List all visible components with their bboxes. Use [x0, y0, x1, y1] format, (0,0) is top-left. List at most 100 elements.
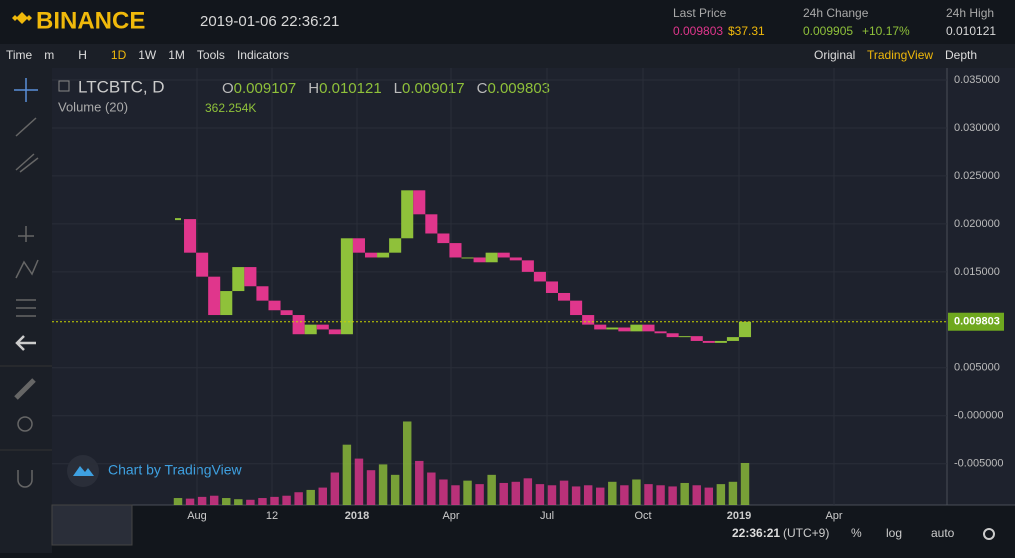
fib-icon[interactable]	[16, 299, 36, 317]
volume-bar	[258, 498, 267, 505]
candle	[738, 321, 752, 338]
ohlc-value: 0.009803	[487, 80, 550, 97]
auto-button[interactable]: auto	[931, 526, 955, 540]
x-tick-label: 2018	[345, 510, 369, 522]
ohlc-key: O	[222, 80, 234, 97]
y-tick-label: 0.035000	[954, 74, 1000, 86]
toolbar-items: Time m H 1D 1W 1M Tools Indicators Original Tradi…	[6, 48, 977, 62]
volume-bar	[523, 478, 533, 505]
magnet-icon[interactable]	[17, 470, 33, 488]
toolbar-button[interactable]: m	[44, 48, 54, 62]
volume-bar	[632, 479, 641, 505]
candle	[654, 331, 667, 334]
y-tick-label: 0.025000	[954, 170, 1000, 182]
toolbar-button[interactable]: TradingView	[867, 48, 933, 62]
toolbar-button[interactable]: Tools	[197, 48, 225, 62]
ohlc-key: C	[477, 80, 488, 97]
candle	[304, 324, 317, 335]
toolbar-button[interactable]: Depth	[945, 48, 977, 62]
candle	[594, 324, 607, 330]
back-icon[interactable]	[15, 335, 36, 351]
volume-bar	[680, 482, 689, 505]
toolbar-button[interactable]: Time	[6, 48, 33, 62]
pct-button[interactable]: %	[851, 526, 862, 540]
candle	[280, 310, 293, 316]
candle	[268, 300, 281, 311]
volume-bar	[270, 496, 279, 505]
volume-bar	[318, 487, 327, 505]
volume-label: Volume (20)	[58, 99, 128, 114]
volume-bar	[234, 499, 243, 505]
line-icon[interactable]	[15, 117, 37, 137]
toolbar-button[interactable]: Original	[814, 48, 855, 62]
tool-icons	[14, 78, 39, 488]
zoom-icon[interactable]	[17, 416, 33, 432]
volume-bar	[185, 498, 195, 505]
crosshair-icon[interactable]	[14, 78, 38, 102]
y-tick-label: -0.005000	[954, 458, 1004, 470]
ohlc-value: 0.010121	[319, 80, 382, 97]
watermark[interactable]: Chart by TradingView	[108, 462, 242, 478]
change-pct: +10.17%	[862, 24, 910, 38]
volume-bar	[668, 486, 677, 505]
candle	[570, 300, 583, 316]
candle	[449, 243, 462, 258]
y-tick-label: 0.005000	[954, 362, 1000, 374]
toolbar-button[interactable]: 1W	[138, 48, 157, 62]
status-time: 22:36:21	[732, 526, 780, 540]
volume-bar	[439, 479, 448, 505]
volume-bar	[463, 480, 472, 505]
volume-bar	[427, 472, 436, 505]
ohlc-value: 0.009107	[234, 80, 297, 97]
last-price: 0.009803	[673, 24, 723, 38]
volume-bar	[608, 481, 617, 505]
candle	[352, 238, 365, 253]
label: 24h High	[946, 6, 994, 20]
ruler-icon[interactable]	[14, 378, 36, 400]
candle	[425, 214, 438, 234]
ohlc-key: H	[308, 80, 319, 97]
candle	[558, 292, 571, 301]
ohlc-value: 0.009017	[402, 80, 465, 97]
log-button[interactable]: log	[886, 526, 902, 540]
pattern-icon[interactable]	[15, 259, 39, 279]
volume-bar	[704, 487, 714, 505]
candle	[545, 281, 559, 293]
volume-bar	[173, 498, 183, 505]
candle	[582, 315, 595, 325]
candle	[666, 333, 679, 338]
volume-bar	[366, 470, 376, 505]
volume-bar	[511, 481, 521, 505]
text-icon[interactable]	[18, 226, 34, 242]
volume-bar	[547, 485, 557, 505]
logo	[26, 15, 32, 21]
high: 0.010121	[946, 24, 996, 38]
status-tz: (UTC+9)	[783, 526, 829, 540]
volume-bar	[282, 495, 291, 505]
toolbar-button[interactable]: 1D	[111, 48, 127, 62]
candle	[714, 340, 727, 343]
candle	[413, 190, 426, 215]
toolbar-button[interactable]: H	[78, 48, 87, 62]
candle	[461, 257, 474, 259]
volume-bar	[390, 474, 400, 505]
toolbar-button[interactable]: 1M	[168, 48, 185, 62]
x-tick-label: Oct	[634, 510, 651, 522]
x-tick-label: Jul	[540, 510, 554, 522]
volume-bar	[475, 484, 484, 505]
settings-icon[interactable]	[983, 528, 995, 540]
chart-area	[52, 68, 947, 505]
candle	[509, 257, 522, 261]
toolbar-button[interactable]: Indicators	[237, 48, 289, 62]
last-price-box	[948, 312, 1004, 331]
candle	[606, 327, 619, 330]
candle	[184, 219, 197, 253]
volume-bar	[197, 496, 207, 505]
volume-bar	[402, 421, 412, 505]
candle	[630, 324, 643, 332]
candle	[208, 276, 221, 316]
logo	[12, 15, 18, 21]
candle	[340, 238, 353, 335]
channel-icon[interactable]	[15, 153, 39, 173]
y-tick-label: 0.015000	[954, 266, 1000, 278]
